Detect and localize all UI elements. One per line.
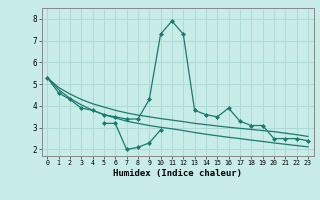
X-axis label: Humidex (Indice chaleur): Humidex (Indice chaleur) <box>113 169 242 178</box>
